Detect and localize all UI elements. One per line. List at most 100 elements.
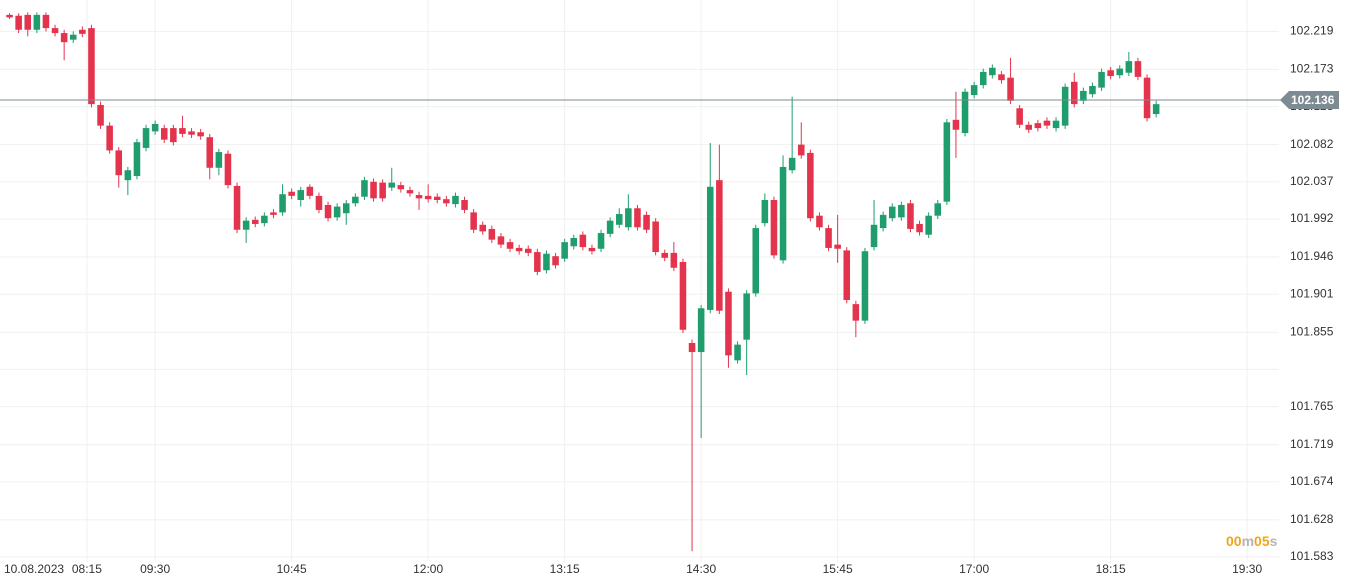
candle-body (743, 293, 750, 340)
candle-body (716, 180, 723, 311)
y-tick-label: 101.765 (1290, 399, 1334, 413)
candle-body (688, 342, 696, 353)
x-tick-label: 17:00 (959, 562, 989, 576)
candle-body (770, 199, 778, 256)
candle-body (370, 181, 377, 199)
candle-body (42, 14, 50, 29)
candle-body (861, 251, 869, 321)
y-tick-label: 102.037 (1290, 174, 1334, 188)
candle-body (1152, 104, 1160, 115)
y-tick-label: 101.719 (1290, 437, 1334, 451)
candle-body (1089, 85, 1096, 95)
candle-body (170, 128, 177, 143)
candle-body (69, 34, 77, 40)
candle-body (597, 233, 605, 249)
candle-body (543, 253, 550, 271)
candle-body (379, 182, 386, 199)
candle-body (133, 142, 141, 177)
candle-body (634, 208, 641, 228)
candle-body (989, 67, 996, 76)
candle-body (834, 244, 841, 249)
candle-body (388, 182, 396, 188)
x-tick-label: 14:30 (686, 562, 716, 576)
candle-body (6, 14, 13, 18)
candle-body (315, 195, 323, 210)
candle-body (1016, 108, 1023, 125)
candle-body (1098, 71, 1105, 88)
candle-body (242, 220, 250, 230)
x-tick-label: 10:45 (277, 562, 307, 576)
candle-body (297, 190, 305, 200)
candle-body (51, 28, 59, 34)
candle-body (825, 228, 832, 248)
candle-body (979, 71, 987, 86)
candle-body (179, 128, 186, 134)
candle-body (606, 220, 614, 234)
candle-body (552, 256, 559, 266)
candle-body (333, 206, 341, 218)
y-tick-label: 101.901 (1290, 286, 1334, 300)
y-tick-label: 101.583 (1290, 549, 1334, 563)
candle-body (497, 236, 505, 245)
candle-body (943, 122, 951, 202)
candle-body (279, 194, 286, 213)
current-price-tag (1280, 90, 1339, 109)
candle-body (916, 223, 923, 233)
candle-body (816, 215, 823, 228)
candle-body (97, 104, 104, 126)
candle-body (1052, 120, 1060, 129)
candle-body (433, 196, 441, 200)
candle-body (524, 248, 532, 253)
candle-body (807, 152, 814, 219)
y-tick-label: 101.674 (1290, 474, 1334, 488)
x-tick-label: 18:15 (1096, 562, 1126, 576)
candle-body (615, 214, 623, 225)
y-tick-label: 101.628 (1290, 512, 1334, 526)
x-tick-label: 09:30 (140, 562, 170, 576)
candle-body (352, 196, 359, 204)
candle-body (288, 191, 295, 196)
current-price-label: 102.136 (1291, 93, 1335, 107)
candle-body (397, 185, 405, 190)
candle-body (643, 214, 650, 230)
x-tick-label: 08:15 (72, 562, 102, 576)
candle-body (925, 215, 932, 235)
timer: 00m05s (1226, 533, 1278, 549)
candle-body (961, 91, 969, 134)
x-tick-label: 19:30 (1232, 562, 1262, 576)
candle-body (115, 150, 123, 176)
candle-body (588, 247, 596, 252)
candle-body (506, 242, 514, 249)
candle-body (1116, 68, 1124, 76)
candle-body (461, 199, 468, 210)
candle-body (106, 125, 113, 151)
candle-body (1080, 90, 1087, 101)
candle-body (124, 170, 132, 181)
y-tick-label: 101.855 (1290, 324, 1334, 338)
candle-body (843, 250, 851, 300)
candle-body (952, 119, 960, 130)
candle-body (1025, 124, 1033, 130)
candle-body (361, 180, 368, 197)
candle-body (852, 304, 860, 321)
candle-body (697, 308, 705, 353)
candle-body (1143, 77, 1151, 119)
timer-part: m (1242, 533, 1254, 549)
candle-body (1134, 61, 1142, 77)
candle-body (452, 195, 459, 205)
y-tick-label: 102.082 (1290, 137, 1334, 151)
y-tick-label: 102.173 (1290, 62, 1334, 76)
candle-body (424, 195, 432, 200)
candle-body (15, 15, 22, 30)
candle-body (142, 128, 150, 148)
candle-body (324, 204, 332, 219)
candle-body (1034, 123, 1042, 129)
candle-body (160, 128, 168, 140)
candle-body (342, 203, 350, 214)
candle-body (625, 208, 632, 228)
candle-body (1043, 120, 1051, 126)
candle-body (970, 85, 978, 96)
candle-body (934, 203, 942, 216)
candle-body (761, 199, 769, 224)
